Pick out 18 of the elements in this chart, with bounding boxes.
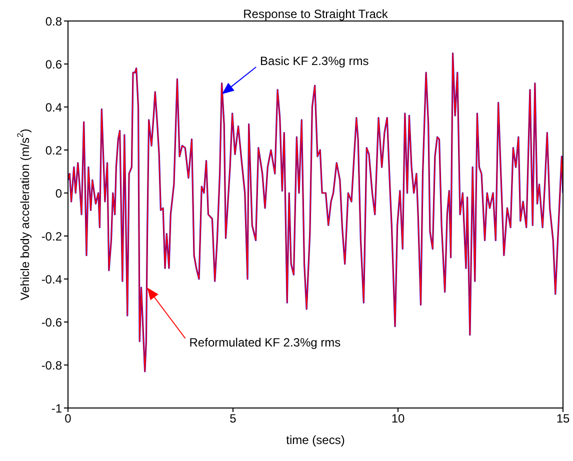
chart-title: Response to Straight Track (243, 7, 389, 21)
x-axis-title: time (secs) (286, 433, 345, 447)
x-tick-label: 10 (391, 412, 405, 426)
y-tick-label: -0.4 (41, 272, 62, 286)
y-tick-label: 0.6 (45, 57, 62, 72)
y-tick-label: 0.8 (45, 14, 62, 28)
annotation: Basic KF 2.3%g rms (260, 54, 369, 68)
y-tick-label: -1 (51, 401, 62, 416)
annotation: Reformulated KF 2.3%g rms (189, 336, 341, 350)
x-tick-label: 5 (230, 412, 237, 426)
y-tick-label: 0.4 (45, 100, 62, 114)
y-tick-label: -0.8 (41, 358, 62, 372)
x-tick-label: 15 (556, 412, 570, 426)
y-tick-label: -0.2 (41, 229, 62, 244)
y-tick-label: 0 (55, 186, 62, 200)
y-tick-label: -0.6 (41, 315, 62, 330)
x-tick-label: 0 (64, 412, 72, 426)
y-tick-label: 0.2 (45, 143, 62, 158)
